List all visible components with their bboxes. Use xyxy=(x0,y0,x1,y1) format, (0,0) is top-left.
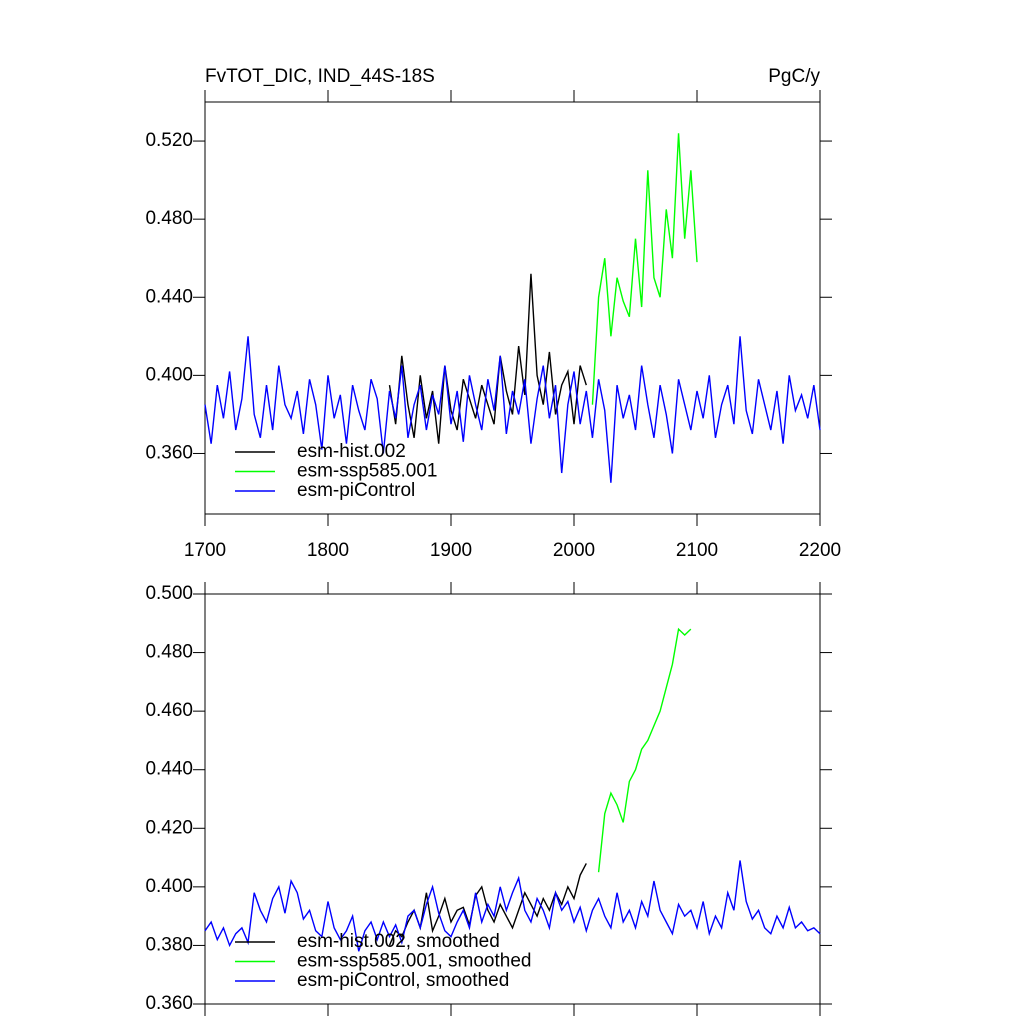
x-tick-label: 2200 xyxy=(799,540,841,561)
chart-units: PgC/y xyxy=(768,66,820,87)
series-line xyxy=(204,336,821,483)
y-tick-label: 0.500 xyxy=(145,583,193,604)
y-tick-label: 0.520 xyxy=(145,130,193,151)
legend-label: esm-piControl, smoothed xyxy=(297,970,509,991)
legend-label: esm-piControl xyxy=(297,480,415,501)
legend-label: esm-hist.002, smoothed xyxy=(297,931,500,952)
y-tick-label: 0.400 xyxy=(145,364,193,385)
series-line xyxy=(597,627,692,873)
y-tick-label: 0.380 xyxy=(145,934,193,955)
x-tick-label: 1900 xyxy=(430,540,472,561)
y-tick-label: 0.460 xyxy=(145,700,193,721)
x-tick-label: 2000 xyxy=(553,540,595,561)
plot-frame xyxy=(204,593,821,1005)
legend-label: esm-ssp585.001, smoothed xyxy=(297,951,531,972)
x-tick-label: 2100 xyxy=(676,540,718,561)
y-tick-label: 0.420 xyxy=(145,817,193,838)
series-line xyxy=(388,863,587,946)
y-tick-label: 0.400 xyxy=(145,876,193,897)
series-line xyxy=(591,133,698,405)
legend-label: esm-hist.002 xyxy=(297,441,406,462)
y-tick-label: 0.360 xyxy=(145,993,193,1014)
y-tick-label: 0.480 xyxy=(145,208,193,229)
chart-title: FvTOT_DIC, IND_44S-18S xyxy=(205,66,435,87)
series-line xyxy=(204,860,821,952)
legend-label: esm-ssp585.001 xyxy=(297,461,437,482)
x-tick-label: 1800 xyxy=(307,540,349,561)
series-line xyxy=(388,273,587,444)
y-tick-label: 0.440 xyxy=(145,759,193,780)
y-tick-label: 0.440 xyxy=(145,286,193,307)
y-tick-label: 0.360 xyxy=(145,442,193,463)
x-tick-label: 1700 xyxy=(184,540,226,561)
y-tick-label: 0.480 xyxy=(145,642,193,663)
plot-frame xyxy=(204,101,821,515)
